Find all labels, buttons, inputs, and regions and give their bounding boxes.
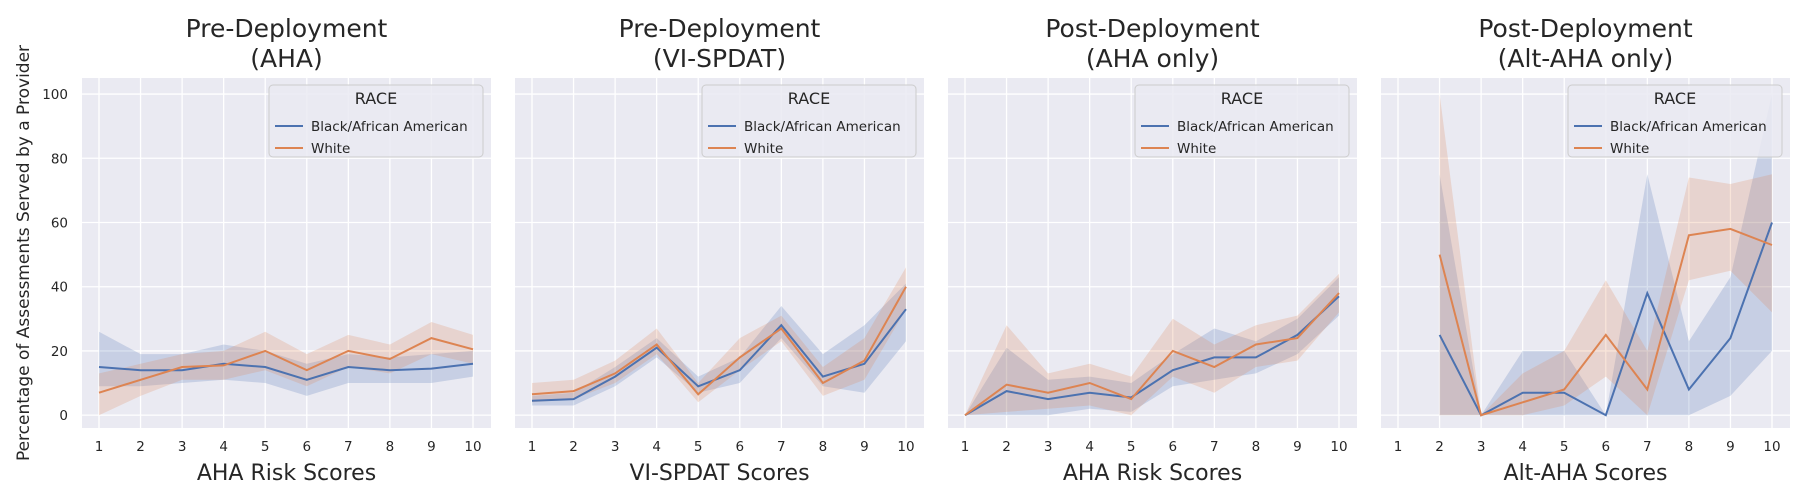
x-tick-label: 5 xyxy=(1127,439,1136,455)
x-tick-label: 3 xyxy=(1477,439,1486,455)
ci-band-black xyxy=(99,331,473,396)
y-tick-label: 40 xyxy=(51,280,68,296)
series-line-black xyxy=(98,362,474,381)
x-tick-label: 3 xyxy=(178,439,187,455)
panel-2: 1 2 3 4 5 6 7 8 9 10 Pre-Deployment(VI-SPDAT) VI-SP… xyxy=(515,14,924,486)
x-tick-label: 9 xyxy=(1293,439,1302,455)
x-tick-label: 2 xyxy=(569,439,578,455)
legend-box xyxy=(268,84,484,158)
ci-band-white xyxy=(965,273,1339,416)
x-tick-label: 7 xyxy=(777,439,786,455)
panel-title: (AHA only) xyxy=(1086,44,1219,73)
legend-label: White xyxy=(744,141,783,157)
x-tick-label: 1 xyxy=(961,439,970,455)
x-tick-label: 7 xyxy=(1643,439,1652,455)
series-line-white xyxy=(98,337,474,394)
x-tick-label: 8 xyxy=(386,439,395,455)
x-tick-label: 2 xyxy=(1002,439,1011,455)
legend: RACE Black/African American White xyxy=(1567,84,1783,158)
x-axis-label: VI-SPDAT Scores xyxy=(629,461,809,486)
panel-title: Pre-Deployment xyxy=(186,14,388,43)
legend-label: White xyxy=(311,141,350,157)
panel-3: 1 2 3 4 5 6 7 8 9 10 Post-Deployment(AHA only) AHA … xyxy=(948,14,1357,486)
legend: RACE Black/African American White xyxy=(1134,84,1350,158)
legend: RACE Black/African American White xyxy=(701,84,917,158)
x-tick-label: 4 xyxy=(219,439,228,455)
x-tick-label: 10 xyxy=(464,439,481,455)
y-tick-label: 60 xyxy=(51,215,68,231)
x-tick-label: 4 xyxy=(1085,439,1094,455)
x-tick-label: 8 xyxy=(1685,439,1694,455)
series-line-white xyxy=(964,292,1340,417)
x-axis-label: AHA Risk Scores xyxy=(1063,461,1242,486)
x-tick-label: 1 xyxy=(95,439,104,455)
x-tick-label: 5 xyxy=(694,439,703,455)
y-tick-label: 20 xyxy=(51,344,68,360)
panel-title: Pre-Deployment xyxy=(619,14,821,43)
x-axis-label: AHA Risk Scores xyxy=(197,461,376,486)
x-tick-label: 4 xyxy=(652,439,661,455)
x-tick-label: 10 xyxy=(1330,439,1347,455)
x-tick-label: 9 xyxy=(1726,439,1735,455)
ci-band-white xyxy=(99,322,473,416)
x-tick-label: 8 xyxy=(1252,439,1261,455)
x-tick-label: 5 xyxy=(261,439,270,455)
x-tick-label: 7 xyxy=(1210,439,1219,455)
x-tick-label: 2 xyxy=(1435,439,1444,455)
x-tick-label: 6 xyxy=(1601,439,1610,455)
series-line-white xyxy=(531,286,907,396)
ci-band-black xyxy=(532,283,906,406)
panel-title: (Alt-AHA only) xyxy=(1498,44,1674,73)
x-axis-label: Alt-AHA Scores xyxy=(1504,461,1668,486)
y-tick-label: 80 xyxy=(51,151,68,167)
legend-title: RACE xyxy=(1221,89,1263,108)
ci-band-black xyxy=(965,277,1339,416)
legend-label: Black/African American xyxy=(744,119,901,135)
legend-title: RACE xyxy=(788,89,830,108)
panel-1: 1 2 3 4 5 6 7 8 9 10020406080100Pre-Deployment(AH… xyxy=(42,14,491,486)
x-tick-label: 4 xyxy=(1518,439,1527,455)
y-tick-label: 100 xyxy=(42,87,68,103)
x-tick-label: 3 xyxy=(611,439,620,455)
x-tick-label: 8 xyxy=(819,439,828,455)
x-tick-label: 3 xyxy=(1044,439,1053,455)
x-tick-label: 6 xyxy=(735,439,744,455)
legend-label: Black/African American xyxy=(1610,119,1767,135)
panel-title: (VI-SPDAT) xyxy=(653,44,786,73)
x-tick-label: 1 xyxy=(528,439,537,455)
chart-panels: 1 2 3 4 5 6 7 8 9 10020406080100Pre-Deployment(AH… xyxy=(42,14,1790,486)
legend-label: Black/African American xyxy=(311,119,468,135)
panel-title: (AHA) xyxy=(250,44,323,73)
series-line-black xyxy=(964,295,1340,417)
panel-title: Post-Deployment xyxy=(1045,14,1259,43)
x-tick-label: 10 xyxy=(897,439,914,455)
y-tick-label: 0 xyxy=(59,408,68,424)
series-line-black xyxy=(531,308,907,402)
legend-title: RACE xyxy=(1654,89,1696,108)
legend-title: RACE xyxy=(355,89,397,108)
x-tick-label: 2 xyxy=(136,439,145,455)
x-tick-label: 6 xyxy=(1168,439,1177,455)
x-tick-label: 5 xyxy=(1560,439,1569,455)
x-tick-label: 7 xyxy=(344,439,353,455)
series-line-white xyxy=(1438,227,1773,417)
x-tick-label: 1 xyxy=(1394,439,1403,455)
legend-label: White xyxy=(1610,141,1649,157)
legend-box xyxy=(1134,84,1350,158)
panel-4: 1 2 3 4 5 6 7 8 9 10 Post-Deployment(Alt-AHA only)… xyxy=(1381,14,1790,486)
x-tick-label: 6 xyxy=(302,439,311,455)
x-tick-label: 10 xyxy=(1763,439,1780,455)
series-line-black xyxy=(1438,222,1773,417)
x-tick-label: 9 xyxy=(427,439,436,455)
legend-box xyxy=(1567,84,1783,158)
legend-box xyxy=(701,84,917,158)
legend: RACE Black/African American White xyxy=(268,84,484,158)
y-axis-label: Percentage of Assessments Served by a Pr… xyxy=(14,45,34,461)
x-tick-label: 9 xyxy=(860,439,869,455)
panel-title: Post-Deployment xyxy=(1478,14,1692,43)
legend-label: White xyxy=(1177,141,1216,157)
legend-label: Black/African American xyxy=(1177,119,1334,135)
